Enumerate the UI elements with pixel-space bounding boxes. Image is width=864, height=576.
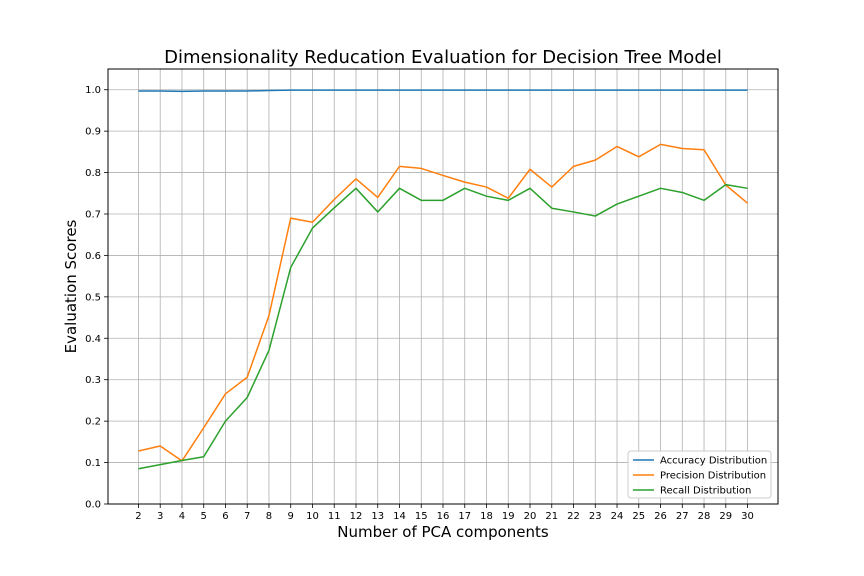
y-axis-label: Evaluation Scores [62, 219, 80, 353]
legend-label: Precision Distribution [660, 471, 766, 482]
x-tick-label: 17 [458, 511, 471, 522]
x-tick-label: 16 [437, 511, 450, 522]
x-tick-label: 23 [589, 511, 602, 522]
y-tick-label: 0.3 [85, 375, 101, 386]
x-tick-label: 6 [222, 511, 228, 522]
x-tick-label: 24 [611, 511, 624, 522]
precision-distribution-line [138, 143, 749, 462]
x-tick-label: 14 [393, 511, 406, 522]
y-tick-label: 0.2 [85, 417, 101, 428]
x-tick-label: 4 [179, 511, 185, 522]
x-tick-label: 22 [567, 511, 580, 522]
x-tick-label: 21 [545, 511, 558, 522]
x-tick-label: 25 [632, 511, 645, 522]
x-tick-label: 11 [328, 511, 341, 522]
x-axis-label: Number of PCA components [337, 523, 549, 541]
x-tick-label: 19 [502, 511, 515, 522]
x-tick-label: 12 [350, 511, 363, 522]
grid-lines [108, 69, 778, 505]
x-tick-label: 28 [698, 511, 711, 522]
x-tick-label: 3 [157, 511, 163, 522]
x-tick-label: 30 [741, 511, 754, 522]
recall-distribution-line [138, 183, 748, 470]
accuracy-distribution-line [138, 89, 748, 93]
x-tick-label: 20 [524, 511, 537, 522]
legend-label: Accuracy Distribution [660, 456, 767, 467]
legend: Accuracy Distribution Precision Distribut… [627, 450, 772, 499]
axis-ticks: 2 3 4 5 6 7 8 9 10 11 12 13 14 15 16 17 18 19 20 21 22 23 24 25… [85, 85, 754, 522]
x-tick-label: 15 [415, 511, 428, 522]
x-tick-label: 7 [244, 511, 250, 522]
x-tick-label: 5 [201, 511, 207, 522]
y-tick-label: 0.0 [85, 500, 101, 511]
x-tick-label: 27 [676, 511, 689, 522]
x-tick-label: 9 [288, 511, 294, 522]
legend-label: Recall Distribution [660, 486, 751, 497]
x-tick-label: 13 [371, 511, 384, 522]
chart-title: Dimensionality Reducation Evaluation for… [164, 47, 722, 68]
y-tick-label: 0.4 [85, 334, 101, 345]
x-tick-label: 2 [135, 511, 141, 522]
y-tick-label: 0.5 [85, 292, 101, 303]
y-tick-label: 1.0 [85, 85, 101, 96]
x-tick-label: 26 [654, 511, 667, 522]
legend-box [627, 450, 772, 499]
x-tick-label: 29 [719, 511, 732, 522]
y-tick-label: 0.6 [85, 251, 101, 262]
y-tick-label: 0.8 [85, 168, 101, 179]
x-tick-label: 10 [306, 511, 319, 522]
x-tick-label: 18 [480, 511, 493, 522]
y-tick-label: 0.1 [85, 458, 101, 469]
y-tick-label: 0.7 [85, 210, 101, 221]
x-tick-label: 8 [266, 511, 272, 522]
plot-series [138, 89, 749, 470]
y-tick-label: 0.9 [85, 127, 101, 138]
